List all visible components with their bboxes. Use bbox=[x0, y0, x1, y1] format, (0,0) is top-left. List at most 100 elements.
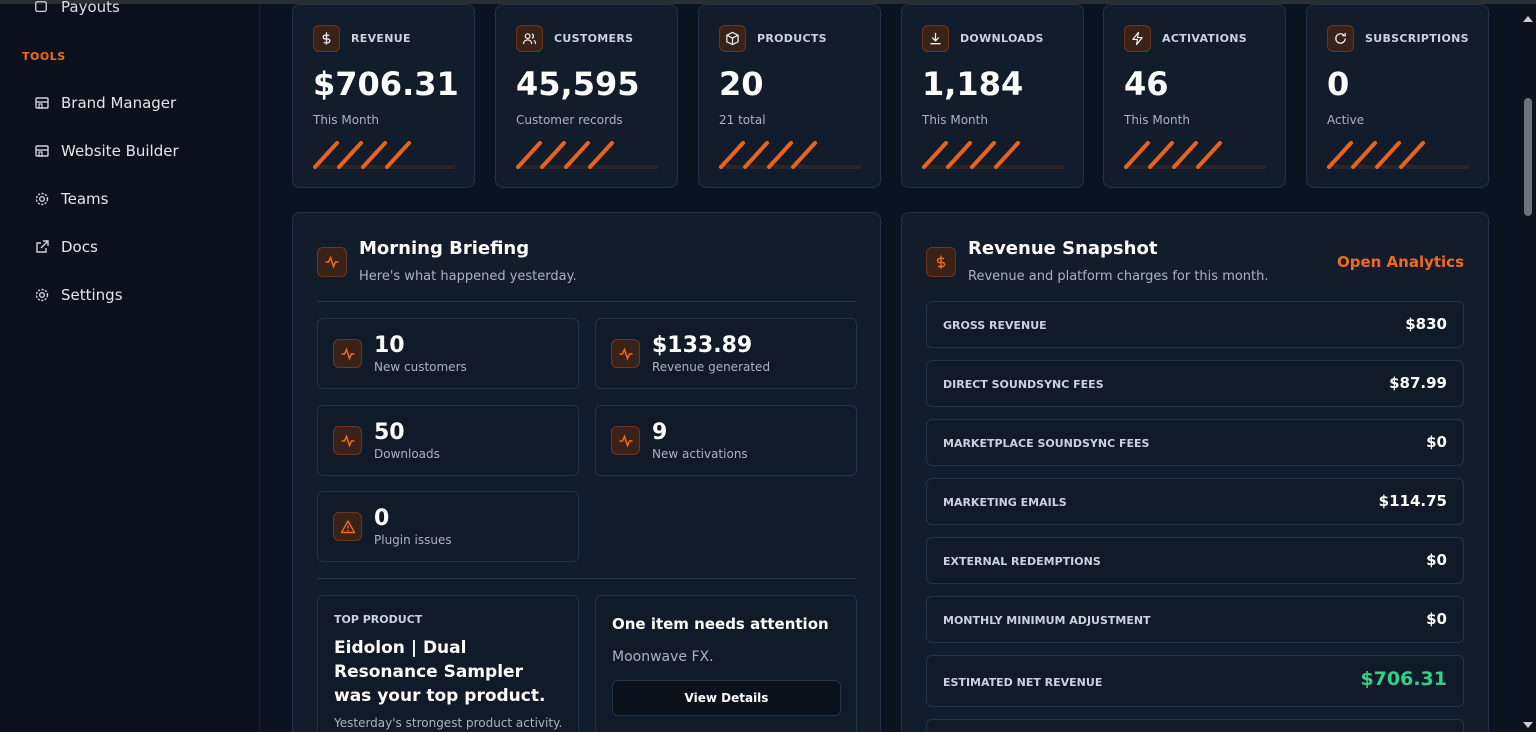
sidebar-item-docs[interactable]: Docs bbox=[34, 235, 98, 259]
revenue-row-value: $706.31 bbox=[1360, 668, 1447, 690]
revenue-row-label: DIRECT SOUNDSYNC FEES bbox=[943, 378, 1104, 391]
metric-label: New customers bbox=[374, 360, 467, 374]
top-product-card: TOP PRODUCT Eidolon | Dual Resonance Sam… bbox=[317, 595, 579, 732]
snapshot-subtitle: Revenue and platform charges for this mo… bbox=[968, 269, 1269, 284]
window-top-edge bbox=[0, 0, 1536, 4]
snapshot-title: Revenue Snapshot bbox=[968, 238, 1158, 259]
stat-card-downloads[interactable]: DOWNLOADS 1,184 This Month bbox=[901, 4, 1084, 188]
revenue-row-value: $114.75 bbox=[1378, 492, 1447, 510]
stat-value: 20 bbox=[719, 65, 764, 103]
scrollbar[interactable] bbox=[1520, 4, 1536, 732]
metric-new-customers: 10 New customers bbox=[317, 318, 579, 389]
sidebar-section-tools: TOOLS bbox=[22, 50, 66, 63]
sidebar-item-label: Payouts bbox=[61, 0, 120, 16]
store-icon bbox=[35, 97, 49, 109]
sidebar-item-teams[interactable]: Teams bbox=[34, 187, 108, 211]
sidebar-item-label: Teams bbox=[61, 190, 109, 208]
attention-card: One item needs attention Moonwave FX. Vi… bbox=[595, 595, 857, 732]
top-product-name: Eidolon | Dual Resonance Sampler was you… bbox=[334, 638, 546, 706]
stat-sub: This Month bbox=[922, 113, 988, 127]
attention-title: One item needs attention bbox=[612, 615, 829, 633]
stat-value: $706.31 bbox=[313, 65, 459, 103]
metric-label: New activations bbox=[652, 447, 748, 461]
stat-label: CUSTOMERS bbox=[554, 32, 634, 45]
sidebar-item-brand-manager[interactable]: Brand Manager bbox=[34, 91, 176, 115]
stat-value: 46 bbox=[1124, 65, 1169, 103]
stripe-decoration bbox=[1327, 141, 1469, 169]
users-icon bbox=[522, 33, 537, 45]
scroll-up-icon[interactable] bbox=[1523, 16, 1533, 22]
stripe-decoration bbox=[516, 141, 658, 169]
revenue-row-label: MONTHLY MINIMUM ADJUSTMENT bbox=[943, 614, 1151, 627]
stat-label: ACTIVATIONS bbox=[1162, 32, 1247, 45]
metric-label: Downloads bbox=[374, 447, 440, 461]
open-analytics-link[interactable]: Open Analytics bbox=[1336, 253, 1464, 271]
activity-icon bbox=[619, 433, 632, 448]
sidebar-item-website-builder[interactable]: Website Builder bbox=[34, 139, 179, 163]
activity-icon bbox=[325, 255, 339, 269]
attention-sub: Moonwave FX. bbox=[612, 649, 714, 665]
stat-card-products[interactable]: PRODUCTS 20 21 total bbox=[698, 4, 881, 188]
metric-new-activations: 9 New activations bbox=[595, 405, 857, 476]
store-icon bbox=[35, 145, 49, 157]
stripe-decoration bbox=[1124, 141, 1266, 169]
sidebar-item-payouts[interactable]: Payouts bbox=[34, 0, 120, 16]
revenue-row-partial bbox=[926, 719, 1464, 732]
stat-label: DOWNLOADS bbox=[960, 32, 1044, 45]
sidebar: Payouts TOOLS Brand Manager Website Buil… bbox=[0, 0, 260, 732]
revenue-row-label: EXTERNAL REDEMPTIONS bbox=[943, 555, 1101, 568]
revenue-row-value: $0 bbox=[1426, 551, 1447, 569]
gear-icon bbox=[35, 192, 49, 206]
view-details-button[interactable]: View Details bbox=[612, 680, 841, 716]
refresh-icon bbox=[1335, 32, 1346, 44]
activity-icon bbox=[619, 346, 632, 361]
revenue-row: MARKETPLACE SOUNDSYNC FEES $0 bbox=[926, 419, 1464, 466]
sidebar-item-label: Website Builder bbox=[61, 142, 179, 160]
metric-label: Revenue generated bbox=[652, 360, 771, 374]
morning-briefing-panel: Morning Briefing Here's what happened ye… bbox=[292, 212, 881, 732]
stat-card-subscriptions[interactable]: SUBSCRIPTIONS 0 Active bbox=[1306, 4, 1489, 188]
metric-value: 0 bbox=[374, 506, 390, 531]
stat-sub: Customer records bbox=[516, 113, 623, 127]
revenue-row-value: $87.99 bbox=[1389, 374, 1447, 392]
sidebar-item-label: Docs bbox=[61, 238, 98, 256]
divider bbox=[317, 578, 857, 579]
revenue-row: MONTHLY MINIMUM ADJUSTMENT $0 bbox=[926, 596, 1464, 643]
scroll-down-icon[interactable] bbox=[1523, 722, 1533, 728]
stat-card-customers[interactable]: CUSTOMERS 45,595 Customer records bbox=[495, 4, 678, 188]
scroll-thumb[interactable] bbox=[1524, 98, 1532, 216]
revenue-row: GROSS REVENUE $830 bbox=[926, 301, 1464, 348]
top-product-label: TOP PRODUCT bbox=[334, 613, 423, 626]
revenue-row-label: GROSS REVENUE bbox=[943, 319, 1047, 332]
dollar-icon bbox=[936, 255, 946, 269]
activity-icon bbox=[341, 433, 354, 448]
sidebar-item-label: Brand Manager bbox=[61, 94, 177, 112]
top-product-sub: Yesterday's strongest product activity. bbox=[334, 716, 563, 730]
stat-sub: This Month bbox=[313, 113, 379, 127]
revenue-row: MARKETING EMAILS $114.75 bbox=[926, 478, 1464, 525]
sidebar-item-settings[interactable]: Settings bbox=[34, 283, 123, 307]
revenue-snapshot-panel: Revenue Snapshot Revenue and platform ch… bbox=[901, 212, 1489, 732]
stat-label: SUBSCRIPTIONS bbox=[1365, 32, 1469, 45]
stat-sub: Active bbox=[1327, 113, 1365, 127]
revenue-row-value: $830 bbox=[1405, 315, 1447, 333]
external-link-icon bbox=[36, 240, 49, 253]
revenue-row: EXTERNAL REDEMPTIONS $0 bbox=[926, 537, 1464, 584]
metric-label: Plugin issues bbox=[374, 533, 452, 547]
stripe-decoration bbox=[313, 141, 455, 169]
stat-card-activations[interactable]: ACTIVATIONS 46 This Month bbox=[1103, 4, 1286, 188]
dollar-icon bbox=[322, 32, 331, 45]
metric-plugin-issues: 0 Plugin issues bbox=[317, 491, 579, 562]
metric-value: $133.89 bbox=[652, 333, 753, 358]
stat-value: 0 bbox=[1327, 65, 1350, 103]
sidebar-item-label: Settings bbox=[61, 286, 123, 304]
briefing-title: Morning Briefing bbox=[359, 238, 530, 259]
revenue-row: DIRECT SOUNDSYNC FEES $87.99 bbox=[926, 360, 1464, 407]
revenue-row-value: $0 bbox=[1426, 433, 1447, 451]
divider bbox=[317, 301, 857, 302]
stripe-decoration bbox=[922, 141, 1064, 169]
stat-sub: 21 total bbox=[719, 113, 766, 127]
metric-value: 9 bbox=[652, 420, 668, 445]
stat-card-revenue[interactable]: REVENUE $706.31 This Month bbox=[292, 4, 475, 188]
stat-label: PRODUCTS bbox=[757, 32, 827, 45]
